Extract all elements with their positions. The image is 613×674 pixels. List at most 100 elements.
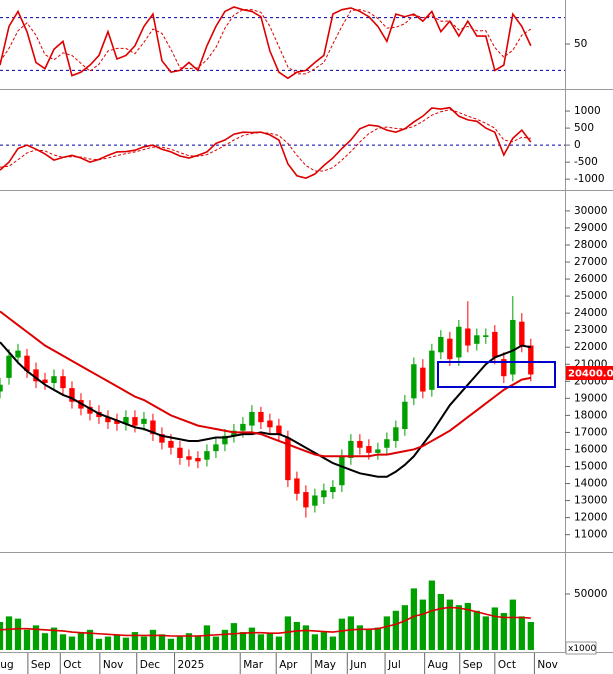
candle-body (492, 331, 498, 358)
x-tick-label: 2025 (178, 659, 205, 671)
highlight-box (437, 361, 556, 388)
y-tick-label: 18000 (574, 409, 607, 421)
candle-body (501, 359, 507, 377)
candle-body (321, 490, 327, 498)
volume-bar (77, 633, 85, 650)
y-tick-label: 50000 (574, 588, 607, 600)
candle-body (69, 388, 75, 402)
series-line (0, 106, 532, 179)
volume-bar (158, 634, 166, 650)
candle-body (465, 328, 471, 346)
series-line (0, 6, 532, 80)
volume-bar (383, 616, 391, 650)
volume-bar (311, 634, 319, 650)
x-tick-label: Sep (463, 659, 483, 671)
volume-bar (50, 627, 58, 650)
series-line (0, 109, 531, 172)
candle-body (6, 355, 12, 378)
x-tick-label: Aug (0, 659, 14, 671)
candle-body (42, 379, 48, 384)
candle-body (168, 440, 174, 448)
candle-body (249, 411, 255, 426)
volume-bar (68, 636, 76, 650)
candle-body (429, 350, 435, 390)
volume-bar (0, 621, 4, 650)
candle-body (384, 439, 390, 448)
candle-body (357, 440, 363, 448)
volume-bar (347, 616, 355, 650)
y-tick-label: 26000 (574, 273, 607, 285)
volume-bar (41, 633, 49, 650)
volume-bar (167, 638, 175, 650)
candle-body (141, 418, 147, 424)
x-tick-label: Aug (428, 659, 449, 671)
series-line (0, 9, 532, 75)
volume-bar (194, 635, 202, 650)
candle-body (393, 427, 399, 441)
volume-bar (518, 616, 525, 650)
x-tick-label: Oct (63, 659, 81, 671)
volume-bar (248, 627, 256, 650)
candle-body (420, 367, 426, 392)
series-line (0, 310, 531, 458)
volume-bar (86, 629, 94, 650)
volume-bar (95, 638, 103, 650)
candle-body (348, 440, 354, 458)
candle-body (276, 425, 282, 435)
y-tick-label: 28000 (574, 239, 607, 251)
volume-bar (527, 621, 534, 650)
volume-bar (500, 613, 507, 650)
candle-body (474, 335, 480, 344)
volume-bar (59, 634, 67, 650)
volume-bar (509, 599, 516, 650)
candle-body (447, 338, 453, 360)
volume-bar (320, 632, 328, 650)
volume-bar (338, 618, 346, 650)
volume-bar (302, 625, 310, 650)
volume-bar (437, 593, 444, 650)
candle-body (177, 447, 183, 458)
candle-body (411, 364, 417, 399)
last-price-label: 20400.00 (568, 369, 613, 380)
candle-body (528, 345, 534, 375)
volume-bar (491, 607, 498, 650)
volume-bar (455, 605, 462, 650)
candle-body (87, 406, 93, 414)
candle-body (15, 350, 21, 358)
volume-bar (14, 618, 22, 650)
candle-body (105, 417, 111, 423)
unit-label: x1000 (568, 644, 597, 654)
volume-bar (257, 634, 265, 650)
candle-body (339, 456, 345, 486)
y-tick-label: 17000 (574, 426, 607, 438)
candle-body (438, 336, 444, 353)
series-line (0, 341, 531, 478)
candle-body (222, 435, 228, 445)
x-tick-label: Nov (103, 659, 124, 671)
volume-bar (374, 627, 382, 650)
volume-bar (212, 636, 220, 650)
y-tick-label: -1000 (574, 173, 605, 185)
candle-body (330, 486, 336, 493)
y-tick-label: 13000 (574, 495, 607, 507)
volume-bar (464, 602, 471, 650)
volume-bar (176, 636, 184, 650)
x-tick-label: Jun (349, 659, 366, 671)
y-tick-label: 23000 (574, 324, 607, 336)
volume-bar (473, 610, 480, 650)
y-tick-label: 0 (574, 139, 581, 151)
volume-bar (482, 616, 489, 650)
volume-bar (149, 629, 157, 650)
y-tick-label: 24000 (574, 307, 607, 319)
y-tick-label: 22000 (574, 341, 607, 353)
candle-body (159, 434, 165, 443)
volume-bar (266, 633, 274, 650)
plot-layer: 50 1000 500 0 -500 -1000 11000 12000 13000 14000 1… (0, 6, 607, 674)
candle-body (0, 384, 3, 392)
x-tick-label: Mar (243, 659, 263, 671)
candle-body (267, 420, 273, 428)
y-tick-label: 30000 (574, 205, 607, 217)
candle-body (195, 457, 201, 462)
candle-body (150, 420, 156, 435)
volume-bar (419, 599, 426, 650)
